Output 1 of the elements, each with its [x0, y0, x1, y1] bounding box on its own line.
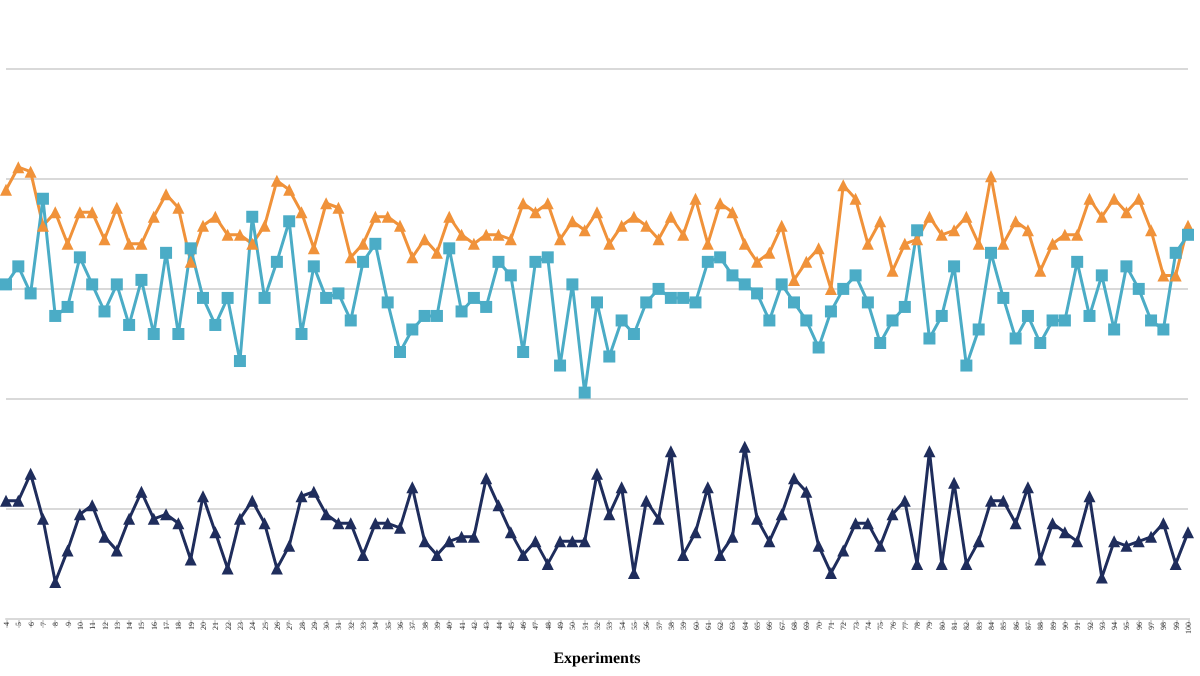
- x-axis-title: Experiments: [553, 649, 641, 667]
